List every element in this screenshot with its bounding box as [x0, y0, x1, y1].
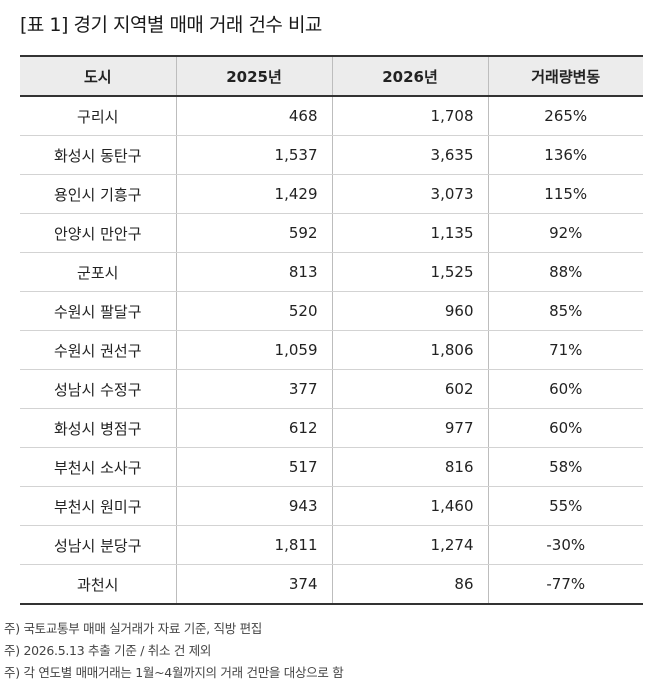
count-2026-cell: 816	[331, 447, 488, 487]
footnote-source: 주) 국토교통부 매매 실거래가 자료 기준, 직방 편집	[4, 621, 262, 636]
city-cell: 안양시 만안구	[20, 213, 176, 253]
table-row: 안양시 만안구 592 1,135 92%	[20, 213, 643, 253]
city-cell: 성남시 수정구	[20, 369, 176, 409]
count-2025-cell: 468	[175, 96, 332, 136]
count-2025-cell: 813	[175, 252, 332, 292]
table-row: 화성시 동탄구 1,537 3,635 136%	[20, 135, 643, 175]
header-change: 거래량변동	[487, 55, 643, 97]
change-cell: 85%	[487, 291, 643, 331]
table-row: 용인시 기흥구 1,429 3,073 115%	[20, 174, 643, 214]
city-cell: 성남시 분당구	[20, 525, 176, 565]
table-row: 구리시 468 1,708 265%	[20, 96, 643, 136]
table-row: 군포시 813 1,525 88%	[20, 252, 643, 292]
table-row: 화성시 병점구 612 977 60%	[20, 408, 643, 448]
change-cell: 88%	[487, 252, 643, 292]
count-2026-cell: 3,073	[331, 174, 488, 214]
city-cell: 과천시	[20, 564, 176, 605]
count-2026-cell: 1,806	[331, 330, 488, 370]
count-2025-cell: 612	[175, 408, 332, 448]
table-header-row: 도시 2025년 2026년 거래량변동	[20, 55, 643, 97]
count-2025-cell: 1,429	[175, 174, 332, 214]
city-cell: 부천시 소사구	[20, 447, 176, 487]
header-2025: 2025년	[175, 55, 332, 97]
count-2025-cell: 1,059	[175, 330, 332, 370]
city-cell: 수원시 팔달구	[20, 291, 176, 331]
table-row: 부천시 소사구 517 816 58%	[20, 447, 643, 487]
city-cell: 부천시 원미구	[20, 486, 176, 526]
count-2025-cell: 520	[175, 291, 332, 331]
count-2026-cell: 1,460	[331, 486, 488, 526]
table-row: 성남시 수정구 377 602 60%	[20, 369, 643, 409]
comparison-table: 도시 2025년 2026년 거래량변동 구리시 468 1,708 265% …	[20, 55, 643, 605]
table-row: 성남시 분당구 1,811 1,274 -30%	[20, 525, 643, 565]
change-cell: 58%	[487, 447, 643, 487]
change-cell: 115%	[487, 174, 643, 214]
count-2026-cell: 1,525	[331, 252, 488, 292]
count-2026-cell: 86	[331, 564, 488, 605]
table-row: 수원시 팔달구 520 960 85%	[20, 291, 643, 331]
count-2025-cell: 517	[175, 447, 332, 487]
change-cell: 60%	[487, 369, 643, 409]
change-cell: -77%	[487, 564, 643, 605]
change-cell: -30%	[487, 525, 643, 565]
count-2025-cell: 592	[175, 213, 332, 253]
city-cell: 화성시 병점구	[20, 408, 176, 448]
comparison-table-container: 도시 2025년 2026년 거래량변동 구리시 468 1,708 265% …	[20, 55, 643, 605]
city-cell: 화성시 동탄구	[20, 135, 176, 175]
footnote-extraction-date: 주) 2026.5.13 추출 기준 / 취소 건 제외	[4, 643, 212, 658]
city-cell: 용인시 기흥구	[20, 174, 176, 214]
count-2026-cell: 602	[331, 369, 488, 409]
city-cell: 군포시	[20, 252, 176, 292]
count-2026-cell: 1,135	[331, 213, 488, 253]
footnotes: 주) 국토교통부 매매 실거래가 자료 기준, 직방 편집 주) 2026.5.…	[4, 618, 344, 684]
table-row: 과천시 374 86 -77%	[20, 564, 643, 605]
count-2026-cell: 3,635	[331, 135, 488, 175]
city-cell: 수원시 권선구	[20, 330, 176, 370]
change-cell: 71%	[487, 330, 643, 370]
count-2026-cell: 1,274	[331, 525, 488, 565]
change-cell: 55%	[487, 486, 643, 526]
count-2026-cell: 1,708	[331, 96, 488, 136]
count-2025-cell: 377	[175, 369, 332, 409]
header-city: 도시	[20, 55, 176, 97]
table-row: 수원시 권선구 1,059 1,806 71%	[20, 330, 643, 370]
table-row: 부천시 원미구 943 1,460 55%	[20, 486, 643, 526]
change-cell: 60%	[487, 408, 643, 448]
count-2026-cell: 960	[331, 291, 488, 331]
header-2026: 2026년	[331, 55, 488, 97]
footnote-period: 주) 각 연도별 매매거래는 1월~4월까지의 거래 건만을 대상으로 함	[4, 665, 344, 680]
change-cell: 265%	[487, 96, 643, 136]
change-cell: 136%	[487, 135, 643, 175]
count-2025-cell: 374	[175, 564, 332, 605]
table-title: [표 1] 경기 지역별 매매 거래 건수 비교	[20, 14, 322, 36]
count-2026-cell: 977	[331, 408, 488, 448]
city-cell: 구리시	[20, 96, 176, 136]
count-2025-cell: 943	[175, 486, 332, 526]
change-cell: 92%	[487, 213, 643, 253]
count-2025-cell: 1,537	[175, 135, 332, 175]
count-2025-cell: 1,811	[175, 525, 332, 565]
